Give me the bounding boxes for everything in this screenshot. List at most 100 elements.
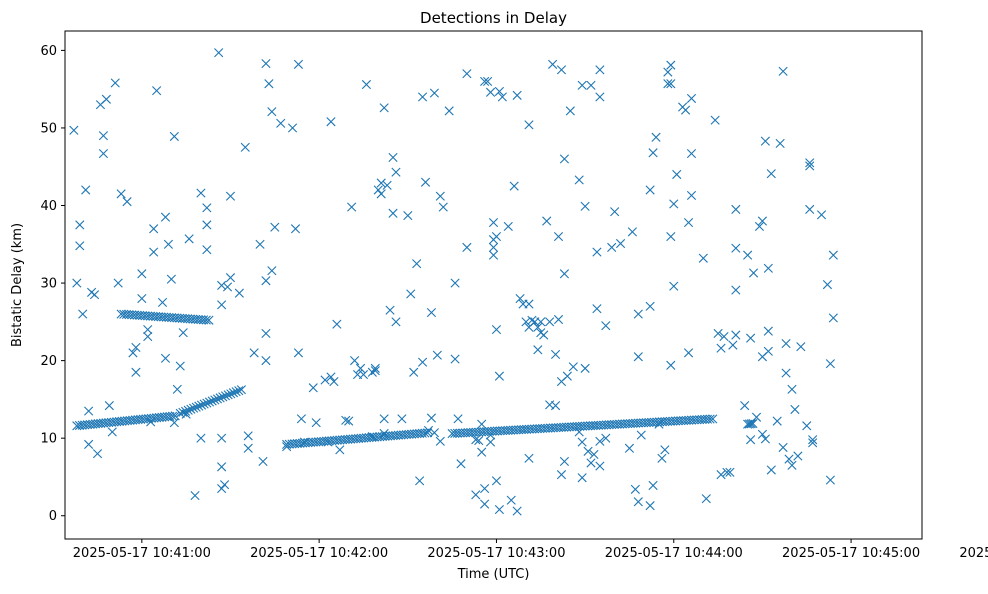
detection-marker	[180, 406, 191, 416]
y-tick-label: 20	[40, 354, 57, 369]
detection-marker	[92, 449, 103, 459]
detection-marker	[580, 363, 590, 373]
detection-marker	[808, 438, 818, 448]
detection-marker	[477, 447, 487, 457]
detection-marker	[766, 465, 776, 475]
detection-marker	[796, 342, 806, 352]
detection-marker	[406, 289, 416, 299]
detection-marker	[787, 384, 797, 394]
detection-marker	[539, 330, 549, 340]
x-tick-label: 2025-05-17 10:41:00	[73, 546, 211, 561]
detection-marker	[828, 313, 838, 323]
detection-marker	[160, 353, 171, 363]
detection-marker	[72, 278, 82, 288]
detection-marker	[494, 371, 504, 381]
detection-marker	[586, 80, 596, 90]
detection-marker	[81, 185, 91, 195]
detection-marker	[666, 60, 676, 70]
detection-marker	[84, 439, 94, 449]
detection-marker	[429, 88, 439, 98]
detection-marker	[226, 389, 236, 399]
detection-marker	[370, 366, 380, 376]
detection-marker	[589, 449, 599, 460]
detection-marker	[376, 189, 386, 199]
detection-marker	[633, 309, 643, 319]
detection-marker	[488, 250, 499, 260]
detection-marker	[215, 393, 225, 403]
detection-marker	[137, 293, 147, 304]
detection-marker	[131, 342, 141, 353]
detection-marker	[471, 435, 481, 445]
detection-marker	[276, 118, 286, 128]
detection-marker	[763, 326, 773, 336]
detection-marker	[438, 202, 448, 212]
detection-marker	[805, 204, 815, 214]
detection-marker	[491, 325, 502, 335]
detection-marker	[236, 385, 247, 395]
detection-marker	[790, 404, 800, 415]
detection-marker	[261, 58, 271, 69]
detection-marker	[222, 282, 233, 292]
detection-marker	[808, 435, 818, 445]
detection-marker	[754, 221, 765, 232]
x-axis-label: Time (UTC)	[457, 567, 530, 582]
detection-marker	[781, 338, 791, 349]
detection-marker	[196, 433, 206, 443]
detection-marker	[710, 115, 720, 125]
detection-marker	[586, 458, 596, 468]
detection-marker	[175, 361, 185, 371]
detection-marker	[645, 185, 655, 195]
detection-marker	[630, 484, 640, 494]
detection-marker	[412, 259, 422, 269]
detection-marker	[217, 300, 227, 310]
detection-marker	[698, 253, 708, 263]
detection-marker	[592, 304, 602, 314]
detection-marker	[624, 443, 635, 453]
detection-marker	[713, 328, 723, 339]
detection-marker	[553, 231, 564, 242]
detection-marker	[654, 419, 664, 429]
detection-marker	[559, 456, 570, 467]
plot-frame	[64, 30, 923, 540]
detection-marker	[367, 367, 377, 377]
detection-marker	[210, 395, 220, 405]
detection-marker	[556, 65, 567, 75]
detection-marker	[615, 238, 626, 249]
detection-marker	[326, 372, 336, 382]
detection-marker	[149, 247, 159, 257]
detection-marker	[329, 376, 339, 387]
detection-marker	[548, 59, 558, 69]
detection-marker	[645, 501, 655, 511]
detection-marker	[202, 245, 212, 255]
detection-marker	[255, 239, 265, 249]
detection-marker	[828, 250, 838, 260]
y-tick-label: 30	[40, 277, 57, 292]
y-axis-ticks: 0 10 20 30 40 50 60	[40, 44, 65, 524]
detection-marker	[595, 436, 605, 446]
detection-marker	[793, 451, 803, 461]
y-tick-label: 10	[40, 432, 57, 447]
detection-marker	[204, 397, 215, 407]
detection-marker	[577, 80, 587, 90]
detection-marker	[757, 429, 768, 439]
detection-marker	[471, 490, 481, 500]
detection-marker	[553, 314, 564, 325]
detection-marker	[533, 345, 543, 355]
detection-marker	[627, 227, 637, 237]
detection-marker	[456, 459, 466, 469]
detection-marker	[784, 454, 794, 464]
detection-marker	[816, 210, 827, 220]
detection-marker	[686, 93, 697, 104]
detection-marker	[556, 470, 567, 480]
x-tick-label: 2025-05-17 10:44:00	[605, 546, 743, 561]
detection-marker	[219, 480, 230, 490]
detection-marker	[231, 387, 241, 397]
detection-marker	[787, 460, 797, 470]
detection-marker	[178, 328, 188, 338]
detection-marker	[217, 280, 227, 290]
detection-marker	[574, 175, 584, 185]
detection-marker	[601, 433, 611, 443]
detection-marker	[435, 191, 445, 201]
detection-marker	[485, 87, 496, 97]
